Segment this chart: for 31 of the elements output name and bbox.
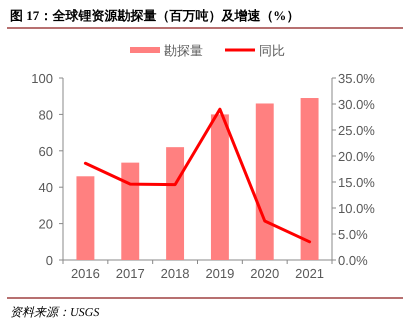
x-tick-label: 2020 [250, 266, 280, 281]
bar [166, 147, 184, 260]
x-tick-label: 2021 [295, 266, 324, 281]
bar [210, 114, 229, 260]
y-tick-label: 60 [38, 144, 53, 159]
y-tick-label: 80 [38, 107, 53, 122]
x-tick-label: 2018 [160, 266, 190, 281]
y2-tick-label: 20.0% [338, 149, 376, 164]
y-tick-label: 20 [38, 216, 53, 232]
y-tick-label: 0 [46, 253, 53, 268]
y2-tick-label: 0.0% [338, 253, 368, 268]
bar [76, 176, 94, 260]
y2-tick-label: 10.0% [338, 201, 376, 216]
x-tick-label: 2016 [70, 266, 100, 281]
bar [121, 162, 140, 260]
bar [300, 98, 319, 260]
text: 资料来源：USGS [10, 305, 100, 319]
bar [256, 103, 274, 260]
legend-label: 同比 [259, 43, 285, 58]
y2-tick-label: 15.0% [338, 175, 376, 190]
legend-label: 勘探量 [164, 43, 203, 58]
y2-tick-label: 5.0% [338, 227, 368, 242]
y2-tick-label: 30.0% [338, 97, 376, 112]
x-tick-label: 2019 [205, 266, 234, 281]
chart-title: 图 17：全球锂资源勘探量（百万吨）及增速（%） [10, 8, 300, 23]
y2-tick-label: 25.0% [338, 123, 376, 138]
y-tick-label: 100 [31, 71, 53, 86]
y2-tick-label: 35.0% [338, 71, 376, 86]
y-tick-label: 40 [38, 180, 53, 196]
line-series [84, 108, 312, 244]
x-tick-label: 2017 [116, 266, 145, 281]
